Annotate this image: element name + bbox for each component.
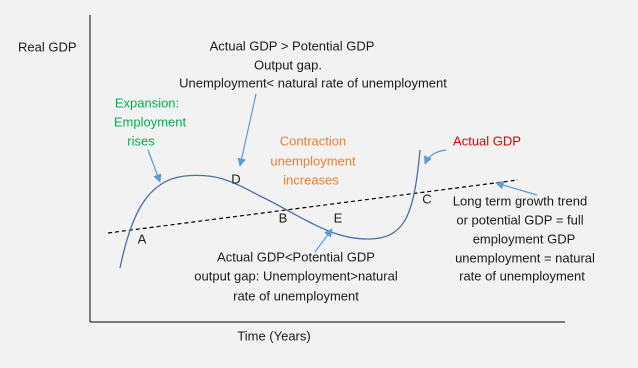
- arrow: [495, 181, 538, 196]
- x-label: Time (Years): [237, 328, 310, 343]
- y-label: Real GDP: [18, 39, 77, 54]
- annotation: Contraction: [280, 133, 346, 148]
- gdp-curve: [119, 149, 421, 269]
- arrow: [424, 149, 447, 165]
- annotation: output gap: Unemployment>natural: [194, 268, 398, 283]
- point-label: C: [422, 191, 431, 206]
- annotation: rate of unemployment: [233, 288, 359, 303]
- annotation: employment GDP: [473, 231, 576, 246]
- point-label: E: [334, 210, 343, 225]
- annotation: or potential GDP = full: [456, 212, 583, 227]
- annotation: Actual GDP<Potential GDP: [217, 249, 375, 264]
- arrow: [314, 228, 333, 253]
- annotation: Unemployment< natural rate of unemployme…: [179, 75, 447, 90]
- annotation: Employment: [114, 114, 187, 129]
- trend-line: [107, 179, 519, 234]
- point-label: A: [138, 231, 147, 246]
- annotation: unemployment: [270, 153, 356, 168]
- annotation: Output gap.: [254, 57, 322, 72]
- annotation: rate of unemployment: [459, 268, 585, 283]
- annotation: Expansion:: [115, 95, 179, 110]
- point-label: D: [231, 171, 240, 186]
- annotation: increases: [283, 172, 339, 187]
- arrow: [147, 149, 162, 183]
- point-label: B: [279, 210, 288, 225]
- arrow: [237, 93, 257, 167]
- annotation: unemployment = natural: [455, 250, 595, 265]
- annotation: Actual GDP: [453, 133, 521, 148]
- annotation: Long term growth trend: [453, 193, 587, 208]
- annotation: rises: [127, 133, 155, 148]
- annotation: Actual GDP > Potential GDP: [210, 38, 375, 53]
